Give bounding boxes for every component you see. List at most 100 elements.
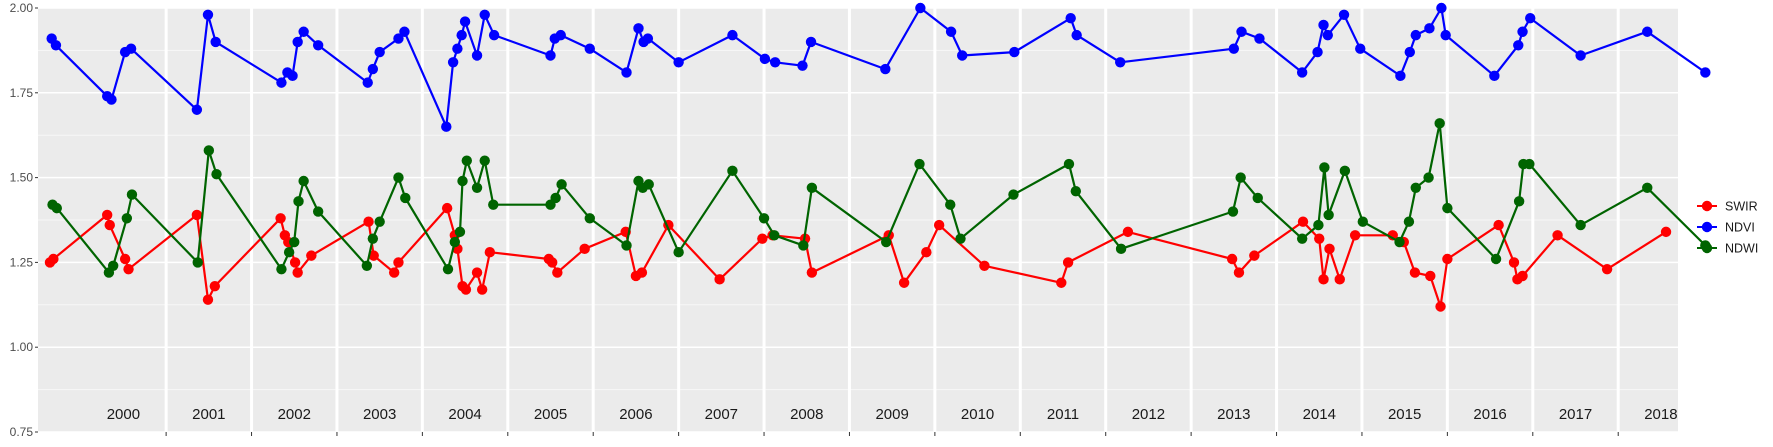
year-label: 2016 — [1473, 406, 1506, 423]
data-point-ndvi — [488, 29, 500, 41]
data-point-swir — [1226, 253, 1238, 265]
legend-key-point-ndwi — [1701, 242, 1713, 254]
data-point-ndwi — [1394, 236, 1405, 248]
data-point-ndwi — [1357, 216, 1369, 227]
data-point-ndvi — [191, 104, 203, 115]
data-point-swir — [289, 257, 301, 268]
data-point-ndvi — [584, 43, 595, 54]
data-point-ndvi — [1525, 12, 1536, 24]
data-point-ndwi — [298, 175, 309, 187]
data-point-ndvi — [1115, 57, 1126, 68]
data-point-ndvi — [1700, 67, 1711, 78]
data-point-swir — [393, 257, 404, 268]
data-point-ndvi — [945, 26, 957, 37]
data-point-ndwi — [945, 199, 956, 210]
data-point-swir — [471, 267, 483, 278]
data-point-ndwi — [550, 192, 561, 204]
data-point-ndvi — [50, 40, 62, 51]
data-point-ndvi — [957, 50, 968, 61]
data-point-ndvi — [1424, 23, 1435, 34]
year-label: 2003 — [363, 406, 396, 423]
data-point-ndvi — [1355, 43, 1366, 54]
year-label: 2001 — [192, 406, 225, 423]
data-point-ndvi — [399, 26, 410, 37]
year-label: 2010 — [961, 406, 994, 423]
data-point-swir — [476, 284, 488, 295]
data-point-ndvi — [1440, 29, 1451, 41]
data-point-ndwi — [758, 213, 770, 224]
x-axis: 2000 2001 2002 2003 2004 2005 2006 2007 2008 2009… — [107, 406, 1678, 436]
data-point-ndvi — [545, 50, 556, 61]
data-point-ndvi — [1436, 2, 1447, 14]
data-point-ndvi — [459, 16, 471, 27]
data-point-swir — [1517, 270, 1528, 282]
data-point-ndvi — [1318, 19, 1329, 31]
data-point-ndwi — [1513, 196, 1525, 207]
data-point-ndwi — [367, 233, 379, 244]
data-point-swir — [101, 209, 113, 221]
data-point-ndwi — [203, 145, 215, 156]
data-point-ndvi — [1395, 70, 1406, 82]
year-label: 2017 — [1559, 406, 1592, 423]
data-point-ndwi — [192, 257, 203, 268]
legend-key-point-swir — [1701, 200, 1713, 212]
data-point-swir — [636, 267, 648, 278]
data-point-ndvi — [642, 33, 654, 44]
data-point-ndwi — [1063, 158, 1075, 170]
data-point-ndwi — [107, 260, 119, 271]
data-point-ndwi — [1490, 253, 1502, 265]
data-point-swir — [104, 219, 115, 231]
data-point-swir — [48, 253, 59, 265]
data-point-swir — [1249, 250, 1260, 261]
year-label: 2013 — [1217, 406, 1250, 423]
data-point-ndwi — [293, 196, 304, 207]
data-point-ndvi — [1071, 29, 1082, 41]
data-point-ndvi — [362, 77, 373, 88]
data-point-swir — [1435, 301, 1446, 312]
y-tick-label: 1.75 — [10, 86, 34, 100]
data-point-ndwi — [1642, 182, 1653, 193]
data-point-ndwi — [1434, 118, 1445, 129]
data-point-swir — [547, 257, 558, 268]
data-point-ndwi — [1313, 219, 1324, 231]
data-point-ndvi — [633, 23, 644, 34]
data-point-ndvi — [1236, 26, 1247, 37]
data-point-ndvi — [106, 94, 117, 105]
data-point-swir — [1660, 226, 1672, 238]
data-point-ndwi — [1235, 172, 1246, 183]
data-point-swir — [1122, 226, 1134, 238]
data-point-ndwi — [51, 202, 62, 214]
y-tick-label: 1.00 — [10, 340, 34, 354]
data-point-ndwi — [798, 240, 809, 251]
data-point-ndvi — [1410, 29, 1421, 41]
data-point-ndwi — [1070, 185, 1082, 197]
grid-layer — [38, 7, 1678, 433]
data-point-ndwi — [283, 247, 295, 258]
data-point-ndwi — [584, 213, 595, 224]
data-point-ndwi — [1403, 216, 1415, 227]
data-point-swir — [1318, 274, 1329, 285]
year-label: 2012 — [1132, 406, 1165, 423]
data-point-ndvi — [1338, 9, 1350, 20]
year-label: 2002 — [278, 406, 311, 423]
data-point-swir — [1425, 270, 1436, 282]
data-point-swir — [552, 267, 563, 278]
legend-label-swir: SWIR — [1725, 200, 1758, 214]
y-tick-label: 1.50 — [10, 171, 34, 185]
data-point-ndvi — [1642, 26, 1653, 37]
data-point-ndvi — [1489, 70, 1500, 82]
data-point-swir — [1442, 253, 1453, 265]
data-point-ndvi — [452, 43, 463, 54]
data-point-ndwi — [312, 206, 324, 217]
year-label: 2006 — [619, 406, 652, 423]
data-point-ndwi — [673, 247, 684, 258]
data-point-ndwi — [442, 263, 454, 275]
data-point-ndwi — [621, 240, 632, 251]
data-point-ndwi — [1575, 219, 1586, 231]
data-point-ndvi — [479, 9, 490, 20]
data-point-ndwi — [449, 236, 461, 248]
data-point-swir — [209, 280, 221, 292]
data-point-swir — [368, 250, 379, 261]
data-point-swir — [202, 294, 214, 305]
